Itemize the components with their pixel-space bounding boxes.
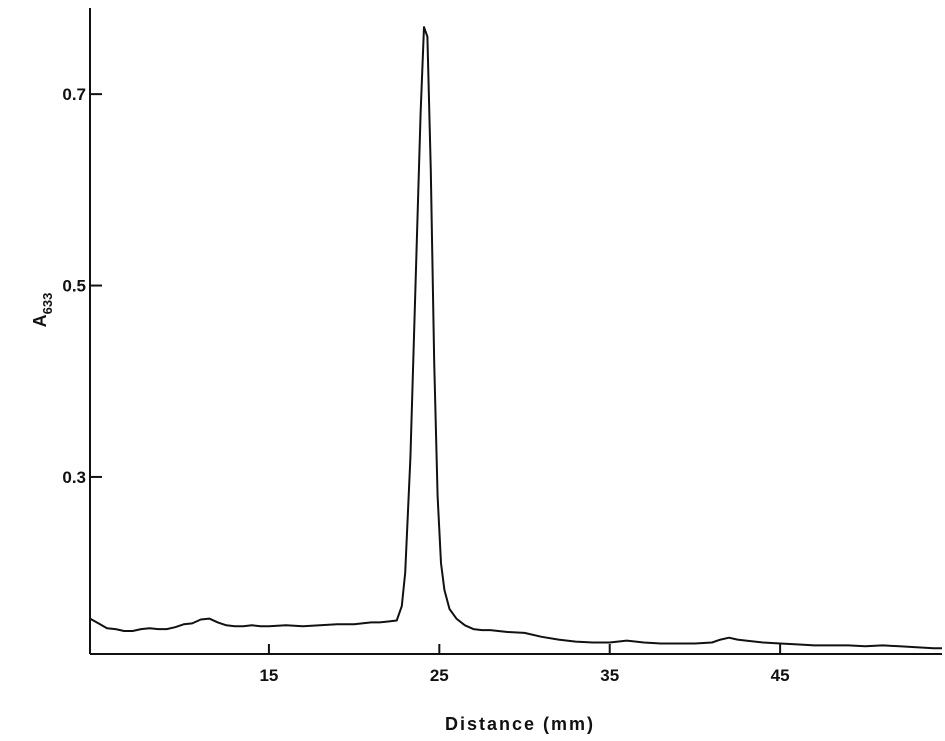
y-axis-title-sub: 633 bbox=[40, 293, 55, 315]
x-tick-label: 15 bbox=[259, 666, 278, 685]
x-tick-label: 45 bbox=[771, 666, 790, 685]
y-axis-title: A633 bbox=[30, 293, 55, 328]
y-tick-label: 0.7 bbox=[62, 85, 86, 104]
x-tick-label: 35 bbox=[600, 666, 619, 685]
svg-text:A633: A633 bbox=[30, 293, 55, 328]
axes bbox=[89, 8, 942, 655]
x-axis-title: Distance (mm) bbox=[445, 714, 595, 734]
y-tick-label: 0.3 bbox=[62, 468, 86, 487]
x-tick-label: 25 bbox=[430, 666, 449, 685]
ticks: 0.3 0.5 0.7 15 25 35 45 bbox=[62, 85, 789, 685]
y-tick-label: 0.5 bbox=[62, 277, 86, 296]
y-axis-title-main: A bbox=[30, 314, 50, 327]
series-line-0 bbox=[89, 26, 942, 650]
series-layer bbox=[89, 26, 942, 650]
